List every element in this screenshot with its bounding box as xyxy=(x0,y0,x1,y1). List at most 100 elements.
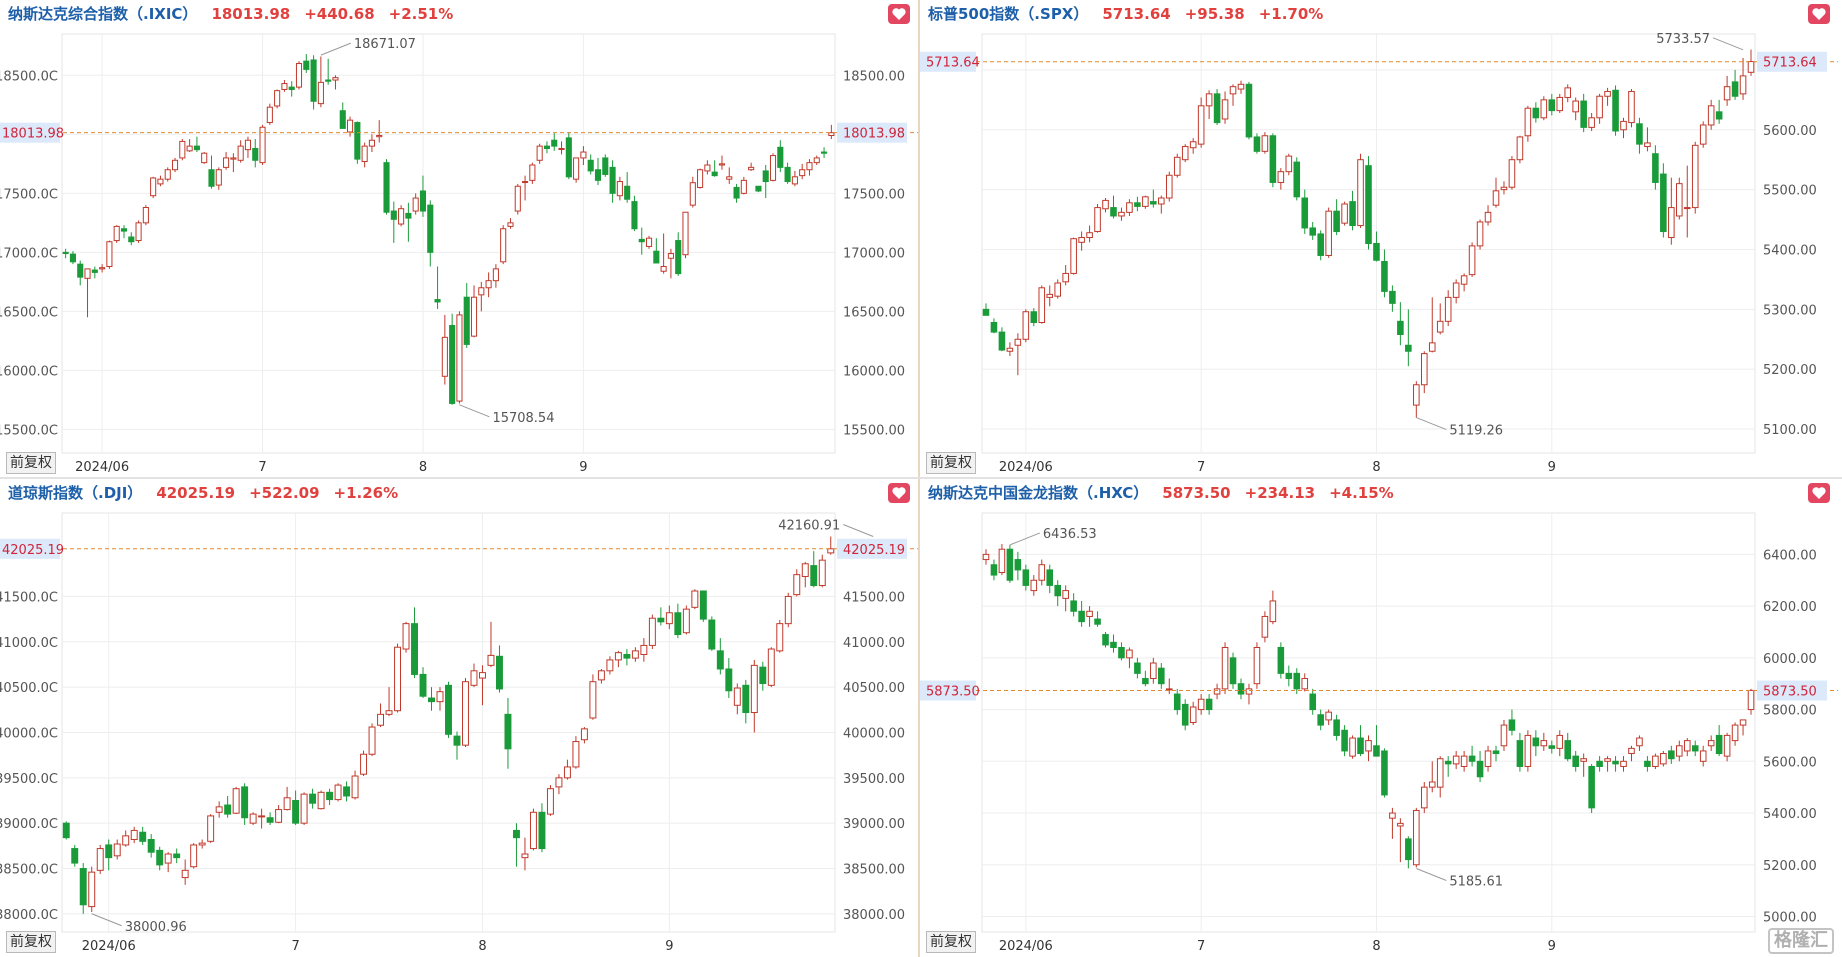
candle-up xyxy=(1070,238,1077,274)
index-name[interactable]: 标普500指数（.SPX） xyxy=(928,5,1089,23)
candle-up xyxy=(1413,809,1420,866)
candle-up xyxy=(631,650,639,659)
candle-up xyxy=(1022,311,1030,340)
candle-up xyxy=(258,815,266,818)
candle-down xyxy=(512,829,520,839)
panel-header: 纳斯达克中国金龙指数（.HXC） 5873.50 +234.13 +4.15% xyxy=(928,482,1394,504)
candle-up xyxy=(718,163,726,166)
candle-up xyxy=(776,623,784,652)
adjust-mode-button[interactable]: 前复权 xyxy=(6,931,56,953)
candle-up xyxy=(614,652,622,661)
candle-up xyxy=(1102,199,1109,210)
candle-up xyxy=(1357,159,1364,227)
candle-down xyxy=(1612,89,1619,132)
candle-up xyxy=(181,869,189,879)
candle-down xyxy=(252,147,259,161)
index-change: +234.13 xyxy=(1244,484,1316,502)
candle-up xyxy=(1126,202,1133,213)
candle-down xyxy=(1548,745,1556,749)
candle-down xyxy=(1397,320,1404,335)
candle-down xyxy=(587,159,594,172)
candlestick-chart: 38000.0C 38000.00 38500.0C 38500.00 39000.0C… xyxy=(0,512,918,954)
candle-up xyxy=(521,853,529,859)
candle-up xyxy=(275,809,283,823)
favorite-heart-button[interactable] xyxy=(888,4,910,24)
candle-up xyxy=(1173,156,1181,176)
candle-up xyxy=(682,608,690,634)
candle-up xyxy=(1277,171,1285,183)
candle-up xyxy=(376,135,383,138)
candle-up xyxy=(1468,245,1476,276)
index-name[interactable]: 纳斯达克中国金龙指数（.HXC） xyxy=(928,484,1149,502)
candle-up xyxy=(113,225,120,242)
adjust-mode-button[interactable]: 前复权 xyxy=(926,931,976,953)
candle-down xyxy=(1548,99,1556,112)
candle-up xyxy=(223,157,230,168)
candle-down xyxy=(1532,737,1540,747)
candle-up xyxy=(1683,740,1691,752)
candle-up xyxy=(648,617,656,646)
candle-up xyxy=(1676,745,1683,757)
candle-up xyxy=(485,280,492,289)
x-tick-label: 2024/06 xyxy=(75,460,129,475)
y-tick-label-right: 40000.00 xyxy=(843,726,905,741)
y-tick-label-left: 15500.0C xyxy=(0,423,58,438)
candle-down xyxy=(1094,618,1101,625)
candle-up xyxy=(179,140,186,159)
index-price: 18013.98 xyxy=(211,5,291,23)
index-change: +522.09 xyxy=(249,484,320,502)
candle-up xyxy=(412,197,419,212)
x-tick-label: 7 xyxy=(258,460,266,475)
candle-up xyxy=(1397,822,1404,827)
index-name[interactable]: 纳斯达克综合指数（.IXIC） xyxy=(8,5,198,23)
candle-down xyxy=(1110,207,1117,217)
last-close-tag-right xyxy=(837,122,907,143)
candle-up xyxy=(1620,760,1627,767)
candle-up xyxy=(799,169,806,177)
candle-up xyxy=(1572,100,1579,113)
x-tick-label: 8 xyxy=(1372,460,1380,475)
candle-down xyxy=(1333,210,1340,233)
index-name[interactable]: 道琼斯指数（.DJI） xyxy=(8,484,143,502)
y-tick-label-left: 16000.0C xyxy=(0,364,58,379)
candle-down xyxy=(1229,657,1237,685)
last-close-label-left: 5873.50 xyxy=(926,685,980,700)
candle-down xyxy=(1309,227,1317,236)
candle-down xyxy=(1357,737,1364,755)
high-price-annotation: 6436.53 xyxy=(1043,527,1097,542)
candle-up xyxy=(1620,120,1627,131)
candle-up xyxy=(1054,282,1061,297)
candle-up xyxy=(237,145,244,161)
candle-down xyxy=(1612,760,1619,765)
candle-up xyxy=(726,176,733,180)
candle-up xyxy=(441,336,448,377)
candle-up xyxy=(99,267,106,270)
y-tick-label-right: 39000.00 xyxy=(843,817,905,832)
candle-up xyxy=(1253,646,1261,685)
index-price: 5873.50 xyxy=(1162,484,1231,502)
favorite-heart-button[interactable] xyxy=(1808,483,1830,503)
candle-down xyxy=(428,697,435,703)
candle-down xyxy=(419,673,427,697)
candle-up xyxy=(232,788,240,814)
candle-down xyxy=(1245,83,1253,138)
candle-down xyxy=(1046,569,1054,586)
candle-up xyxy=(249,813,257,824)
candle-up xyxy=(1436,320,1444,333)
candle-up xyxy=(1436,758,1444,788)
adjust-mode-button[interactable]: 前复权 xyxy=(926,452,976,474)
low-price-annotation: 38000.96 xyxy=(125,920,187,935)
y-tick-label-right: 41000.00 xyxy=(843,636,905,651)
candle-up xyxy=(748,166,755,171)
candle-down xyxy=(631,201,638,230)
favorite-heart-button[interactable] xyxy=(1808,4,1830,24)
favorite-heart-button[interactable] xyxy=(888,483,910,503)
candle-up xyxy=(470,296,478,337)
candle-up xyxy=(1213,688,1221,695)
heart-icon xyxy=(892,487,906,499)
candlestick-chart: 5000.00 5200.00 5400.00 5600.00 5800.00 6000.… xyxy=(920,512,1838,954)
adjust-mode-button[interactable]: 前复权 xyxy=(6,452,56,474)
high-price-annotation: 42160.91 xyxy=(778,518,840,533)
candle-down xyxy=(1293,672,1301,690)
candle-up xyxy=(1325,210,1332,256)
